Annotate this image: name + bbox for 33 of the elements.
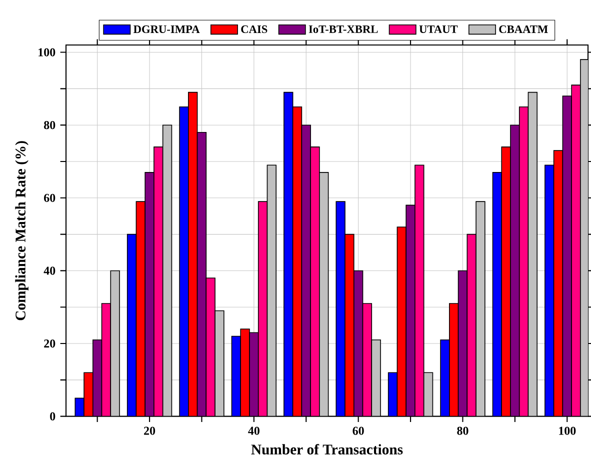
bar: [388, 372, 398, 416]
x-axis-title: Number of Transactions: [251, 444, 403, 454]
y-tick-label: 80: [44, 121, 56, 130]
bar: [154, 146, 164, 416]
x-tick-label: 20: [144, 426, 156, 435]
bar: [544, 164, 554, 416]
y-tick-label: 100: [38, 48, 56, 56]
y-tick-label: 0: [50, 412, 56, 420]
y-tick-label: 60: [44, 194, 56, 202]
bar: [336, 201, 346, 416]
bar: [310, 146, 320, 416]
x-tick-label: 40: [248, 426, 260, 435]
bar: [466, 234, 476, 416]
legend-label: CBAATM: [499, 25, 548, 34]
x-tick-label: 100: [559, 426, 576, 435]
bar: [492, 172, 502, 416]
bar: [571, 84, 581, 416]
legend-label: DGRU-IMPA: [134, 25, 200, 34]
bar: [414, 164, 424, 416]
bar: [206, 278, 216, 416]
x-tick-label: 80: [457, 426, 468, 435]
bar: [258, 201, 268, 416]
legend-label: IoT-BT-XBRL: [308, 25, 378, 34]
legend-label: UTAUT: [419, 25, 458, 34]
bar: [126, 234, 137, 416]
x-tick-label: 60: [352, 426, 364, 435]
bar: [179, 106, 189, 416]
y-tick-label: 40: [44, 266, 56, 275]
bar: [284, 92, 294, 416]
legend-label: CAIS: [241, 25, 268, 34]
y-axis-title: Compliance Match Rate (%): [15, 141, 28, 320]
bar: [518, 106, 529, 416]
y-tick-label: 20: [44, 339, 56, 348]
